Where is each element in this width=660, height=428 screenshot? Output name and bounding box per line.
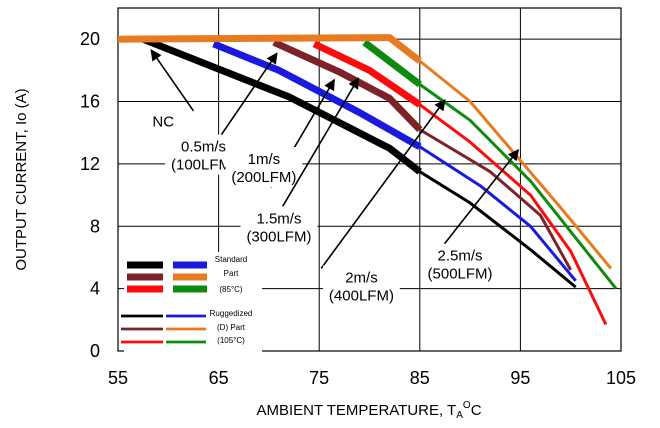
y-tick-label: 12 — [80, 154, 100, 174]
series-line-v1_std — [272, 39, 423, 133]
x-tick-label: 65 — [209, 368, 229, 388]
annotation-label-a2: (400LFM) — [329, 288, 394, 305]
annotation-arrow-a05 — [219, 52, 278, 137]
x-axis-title: AMBIENT TEMPERATURE, TAOC — [256, 400, 481, 421]
annotation-label-a2: 2m/s — [345, 270, 378, 287]
x-axis-title-xlabel_sup: O — [463, 400, 471, 411]
y-tick-label: 20 — [80, 29, 100, 49]
annotation-label-a25: 2.5m/s — [438, 248, 483, 265]
series-line-nc_rug — [419, 170, 577, 289]
annotations: NC 0.5m/s(100LFM) 1m/s(200LFM) 1.5m/s(300LF… — [150, 49, 520, 306]
x-tick-label: 55 — [108, 368, 128, 388]
y-tick-label: 16 — [80, 92, 100, 112]
y-tick-label: 8 — [90, 216, 100, 236]
series-line-v2_std — [362, 39, 422, 88]
annotation-label-a15: 1.5m/s — [256, 210, 301, 227]
annotation-label-a1: (200LFM) — [231, 169, 296, 186]
x-tick-label: 105 — [606, 368, 636, 388]
annotation-arrow-nc — [150, 49, 195, 112]
x-tick-label: 75 — [309, 368, 329, 388]
annotation-background-a25 — [421, 243, 499, 284]
legend-background — [124, 252, 262, 352]
annotation-label-a05: 0.5m/s — [181, 139, 226, 156]
plot-frame — [117, 7, 622, 352]
annotation-background-a2 — [323, 265, 400, 306]
annotation-label-a1: 1m/s — [248, 151, 281, 168]
x-axis-title-xlabel_sub: A — [456, 410, 463, 421]
annotation-background-nc — [150, 109, 176, 132]
series-line-nc_std — [141, 35, 422, 175]
annotation-arrow-a15 — [281, 77, 360, 208]
series-line-v05_std — [212, 40, 422, 150]
x-axis-title-xlabel_main: AMBIENT TEMPERATURE, T — [256, 402, 456, 419]
y-tick-label: 0 — [90, 341, 100, 361]
series-line-v15_std — [312, 40, 422, 108]
series-line-v25_std — [117, 34, 422, 64]
y-tick-label: 4 — [90, 279, 100, 299]
series-line-v15_rug — [418, 103, 608, 326]
annotation-background-a1 — [225, 147, 303, 188]
annotation-arrow-a25 — [439, 148, 520, 251]
legend: Standard Part (85°C) Ruggedized (D) Part (105… — [121, 252, 262, 352]
annotation-label-a15: (300LFM) — [246, 228, 311, 245]
x-tick-label: 85 — [410, 368, 430, 388]
series-line-v1_rug — [419, 128, 573, 271]
annotation-label-a05: (100LFM) — [171, 157, 236, 174]
annotation-label-nc: NC — [152, 113, 174, 130]
legend-label-line: Ruggedized — [210, 309, 253, 318]
legend-label-line: Part — [224, 269, 239, 278]
x-tick-label: 95 — [510, 368, 530, 388]
legend-label-line: (105°C) — [217, 336, 245, 345]
legend-label-line: Standard — [215, 255, 247, 264]
y-axis-title: OUTPUT CURRENT, Io (A) — [13, 88, 30, 270]
series-line-v05_rug — [418, 145, 577, 282]
legend-label-line: (85°C) — [219, 285, 243, 294]
legend-label-line: (D) Part — [217, 323, 246, 332]
annotation-label-a25: (500LFM) — [428, 266, 493, 283]
annotation-arrow-a2 — [320, 99, 446, 269]
annotation-background-a15 — [240, 206, 318, 247]
x-axis-title-xlabel_end: C — [471, 402, 482, 419]
